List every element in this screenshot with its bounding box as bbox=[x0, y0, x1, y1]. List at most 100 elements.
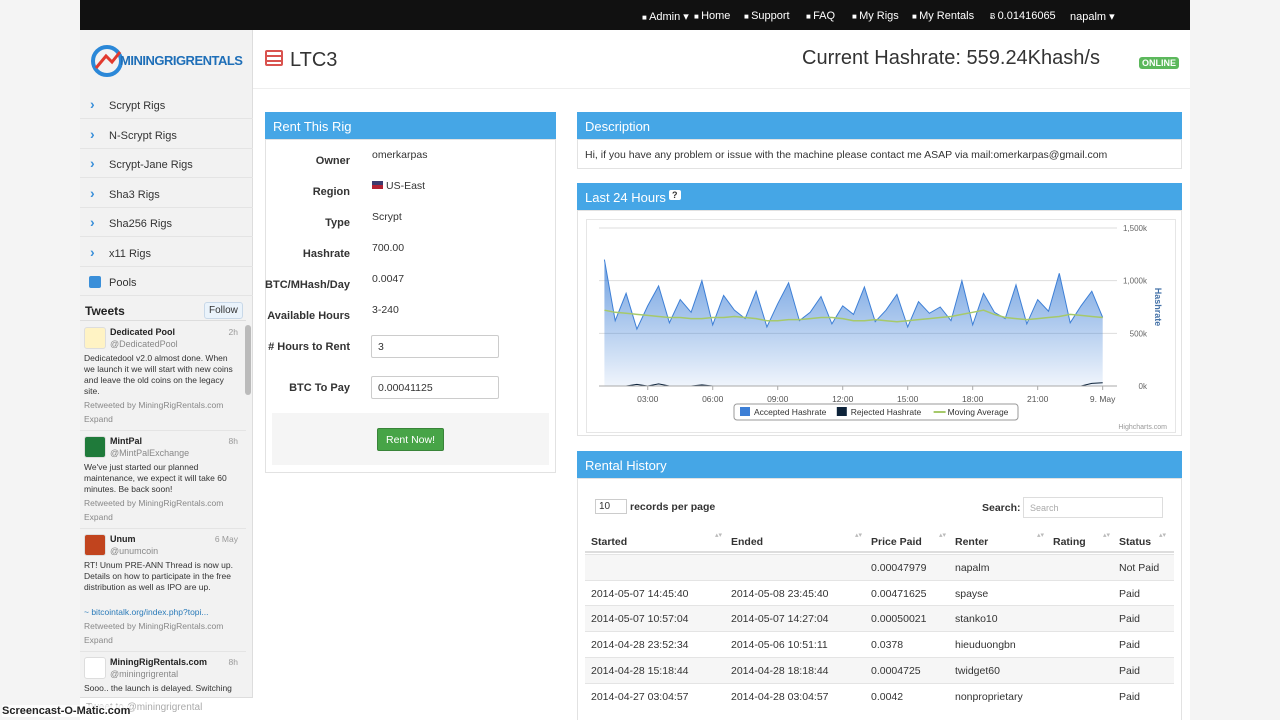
nav-icon: ■ bbox=[642, 13, 650, 22]
tweet-retweet: Retweeted by MiningRigRentals.com bbox=[84, 498, 224, 508]
nav-icon: ■ bbox=[744, 12, 752, 21]
table-cell: hieuduongbn bbox=[955, 639, 1016, 652]
table-cell: spayse bbox=[955, 587, 989, 600]
nav-label[interactable]: FAQ bbox=[813, 10, 836, 22]
table-cell: napalm bbox=[955, 562, 990, 574]
sidebar bbox=[80, 30, 253, 720]
field-label: Available Hours bbox=[267, 310, 350, 322]
nav-label[interactable]: Admin bbox=[649, 11, 681, 23]
sidebar-link[interactable]: x11 Rigs bbox=[109, 247, 151, 260]
nav-item[interactable]: ■ Admin ▾ bbox=[642, 10, 689, 23]
table-row bbox=[585, 631, 1174, 658]
sidebar-link[interactable]: Scrypt-Jane Rigs bbox=[109, 159, 193, 171]
tweet-name[interactable]: Dedicated Pool bbox=[110, 327, 176, 337]
column-header[interactable]: Ended bbox=[731, 536, 764, 548]
table-cell: 0.0042 bbox=[871, 690, 904, 703]
nav-item[interactable]: ■ My Rentals bbox=[912, 10, 974, 22]
field-label: Type bbox=[325, 217, 350, 229]
nav-item[interactable]: ■ FAQ bbox=[806, 10, 835, 22]
rent-button[interactable]: Rent Now! bbox=[377, 428, 444, 451]
chevron: › bbox=[90, 125, 95, 142]
tweet-compose[interactable]: Tweet to @miningrigrental bbox=[86, 702, 203, 713]
column-header[interactable]: Started bbox=[591, 536, 628, 548]
table-cell: 2014-04-28 15:18:44 bbox=[591, 664, 689, 677]
nav-item[interactable]: ■ Support bbox=[744, 10, 790, 22]
help-icon[interactable]: ? bbox=[669, 190, 681, 200]
sidebar-row bbox=[80, 238, 253, 267]
field-value: omerkarpas bbox=[372, 149, 428, 161]
nav-label[interactable]: Support bbox=[751, 10, 790, 22]
column-header[interactable]: Status bbox=[1119, 536, 1152, 548]
sidebar-row bbox=[80, 90, 253, 119]
sidebar-row bbox=[80, 120, 253, 149]
x-tick-label: 9. May bbox=[1090, 394, 1116, 404]
y-axis-title: Hashrate bbox=[1153, 288, 1163, 327]
sidebar-link[interactable]: N-Scrypt Rigs bbox=[109, 129, 177, 142]
tweet-retweet: Retweeted by MiningRigRentals.com bbox=[84, 400, 224, 410]
length-select[interactable]: 10 bbox=[595, 499, 627, 514]
text-input[interactable]: 0.00041125 bbox=[371, 376, 499, 399]
nav-label[interactable]: My Rentals bbox=[919, 10, 975, 22]
checkbox-icon bbox=[89, 276, 101, 288]
sidebar-link[interactable]: Sha3 Rigs bbox=[109, 188, 160, 201]
x-tick-label: 03:00 bbox=[637, 394, 659, 404]
table-row bbox=[585, 656, 1174, 683]
tweet-link[interactable]: ~ bitcointalk.org/index.php?topi... bbox=[84, 607, 209, 617]
follow-button[interactable]: Follow bbox=[204, 302, 243, 319]
nav-label[interactable]: napalm bbox=[1070, 11, 1107, 23]
avatar bbox=[84, 657, 106, 679]
legend-label: Accepted Hashrate bbox=[754, 407, 827, 417]
nav-icon: ■ bbox=[852, 12, 860, 21]
table-row bbox=[585, 605, 1174, 632]
caret: ▾ bbox=[1106, 11, 1115, 23]
tweet-handle: @MintPalExchange bbox=[110, 448, 190, 458]
tweet-name[interactable]: MiningRigRentals.com bbox=[110, 657, 208, 667]
tweet-expand[interactable]: Expand bbox=[84, 635, 113, 645]
tweet-expand[interactable]: Expand bbox=[84, 414, 113, 424]
table-cell: twidget60 bbox=[955, 664, 1000, 677]
nav-icon: ■ bbox=[912, 12, 920, 21]
tweet-expand[interactable]: Expand bbox=[84, 512, 113, 522]
tweet-separator bbox=[80, 430, 246, 431]
nav-label[interactable]: 0.01416065 bbox=[997, 10, 1056, 22]
column-header[interactable]: Renter bbox=[955, 536, 989, 548]
nav-label[interactable]: Home bbox=[701, 10, 731, 22]
nav-item[interactable]: ■ Home bbox=[694, 10, 730, 22]
sidebar-link[interactable]: Scrypt Rigs bbox=[109, 100, 166, 112]
tweet-separator bbox=[80, 651, 246, 652]
chart-credit: Highcharts.com bbox=[1118, 424, 1167, 431]
table-cell: 2014-04-27 03:04:57 bbox=[591, 690, 689, 703]
tweet-name[interactable]: Unum bbox=[110, 534, 136, 544]
field-label: Hashrate bbox=[302, 248, 350, 260]
divider bbox=[253, 88, 1190, 89]
avatar bbox=[84, 436, 106, 458]
legend-label: Rejected Hashrate bbox=[851, 407, 922, 417]
nav-icon: ■ bbox=[694, 12, 702, 21]
chevron: › bbox=[90, 243, 95, 260]
sidebar-link[interactable]: Pools bbox=[109, 277, 137, 289]
tweet-handle: @miningrigrental bbox=[110, 669, 179, 679]
tweet-time: 8h bbox=[228, 436, 238, 446]
column-header[interactable]: Rating bbox=[1053, 536, 1086, 548]
nav-item[interactable]: ■ My Rigs bbox=[852, 10, 899, 22]
chevron: › bbox=[90, 155, 95, 171]
tweet-name[interactable]: MintPal bbox=[110, 436, 143, 446]
text-input[interactable]: 3 bbox=[371, 335, 499, 358]
table-row bbox=[585, 682, 1174, 709]
tweet-text: RT! Unum PRE-ANN Thread is now up. Detai… bbox=[84, 560, 233, 592]
nav-item[interactable]: Ƀ 0.01416065 bbox=[990, 10, 1056, 22]
search-input[interactable]: Search bbox=[1023, 497, 1163, 518]
nav-icon: ■ bbox=[806, 12, 814, 21]
nav-item[interactable]: napalm ▾ bbox=[1070, 10, 1115, 23]
table-row bbox=[585, 554, 1174, 580]
table-cell: Paid bbox=[1119, 664, 1141, 677]
chevron: › bbox=[90, 184, 95, 201]
table-cell: 2014-05-07 14:27:04 bbox=[731, 613, 829, 626]
sort-icon: ▴▾ bbox=[855, 532, 863, 539]
series-line bbox=[603, 259, 1104, 331]
tweet-text: We've just started our planned maintenan… bbox=[84, 462, 227, 494]
sidebar-link[interactable]: Sha256 Rigs bbox=[109, 218, 172, 230]
column-header[interactable]: Price Paid bbox=[871, 536, 922, 548]
table-row bbox=[585, 579, 1174, 606]
nav-label[interactable]: My Rigs bbox=[859, 10, 899, 22]
